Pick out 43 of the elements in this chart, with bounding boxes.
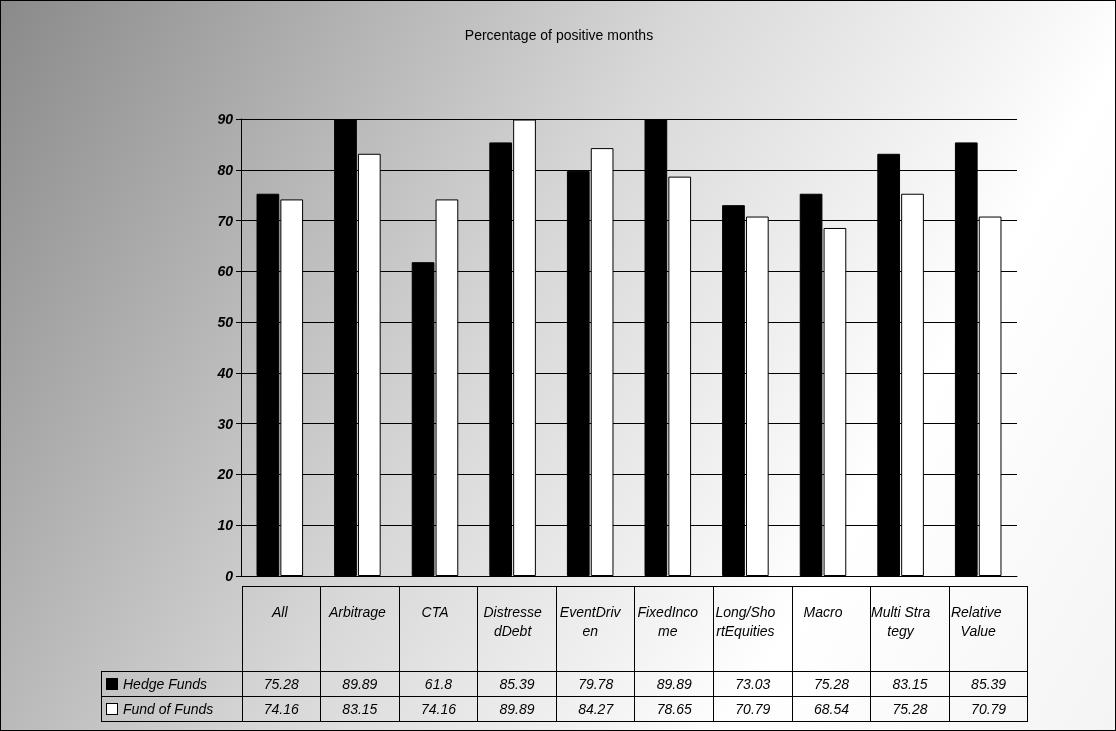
y-tick-label: 40 xyxy=(216,364,234,381)
x-tick-label: All xyxy=(271,603,289,620)
y-tick-label: 70 xyxy=(217,212,234,229)
data-label: 73.03 xyxy=(713,671,793,696)
x-tick-label: EventDriven xyxy=(559,603,622,639)
data-label: 70.79 xyxy=(949,696,1028,721)
x-tick-label: Arbitrage xyxy=(327,603,387,620)
data-label: 89.89 xyxy=(320,671,400,696)
data-label: 75.28 xyxy=(792,671,871,696)
y-tick-label: 30 xyxy=(217,415,234,432)
x-tick-label: DistressedDebt xyxy=(483,603,542,639)
data-label: 84.27 xyxy=(556,696,635,721)
x-tick-label: Multi Strategy xyxy=(871,603,931,639)
y-tick-label: 10 xyxy=(217,517,234,534)
data-label: 68.54 xyxy=(792,696,871,721)
data-label: 85.39 xyxy=(477,671,557,696)
data-label: 75.28 xyxy=(870,696,950,721)
data-label: 79.78 xyxy=(556,671,635,696)
x-tick-label: Long/ShortEquities xyxy=(715,603,776,639)
data-label: 74.16 xyxy=(242,696,321,721)
y-tick-label: 20 xyxy=(216,466,234,483)
x-tick-label: Relative Value xyxy=(950,603,1006,639)
x-tick-label: FixedIncome xyxy=(637,603,699,639)
data-label: 89.89 xyxy=(634,671,714,696)
data-label: 83.15 xyxy=(870,671,950,696)
x-tick-label: Macro xyxy=(803,603,843,620)
data-label: 61.8 xyxy=(399,671,478,696)
y-tick-label: 90 xyxy=(217,111,234,127)
data-label: 74.16 xyxy=(399,696,478,721)
data-label: 85.39 xyxy=(949,671,1028,696)
data-label: 78.65 xyxy=(634,696,714,721)
data-label: 70.79 xyxy=(713,696,793,721)
data-label: 83.15 xyxy=(320,696,400,721)
data-label: 75.28 xyxy=(242,671,321,696)
legend-label: Hedge Funds xyxy=(123,675,208,692)
y-tick-label: 0 xyxy=(225,568,234,584)
data-label: 89.89 xyxy=(477,696,557,721)
y-tick-label: 50 xyxy=(217,314,234,331)
chart-title: Percentage of positive months xyxy=(464,27,654,43)
legend-label: Fund of Funds xyxy=(123,700,214,717)
y-tick-label: 60 xyxy=(217,263,234,280)
x-tick-label: CTA xyxy=(421,603,449,620)
y-tick-label: 80 xyxy=(217,161,234,178)
